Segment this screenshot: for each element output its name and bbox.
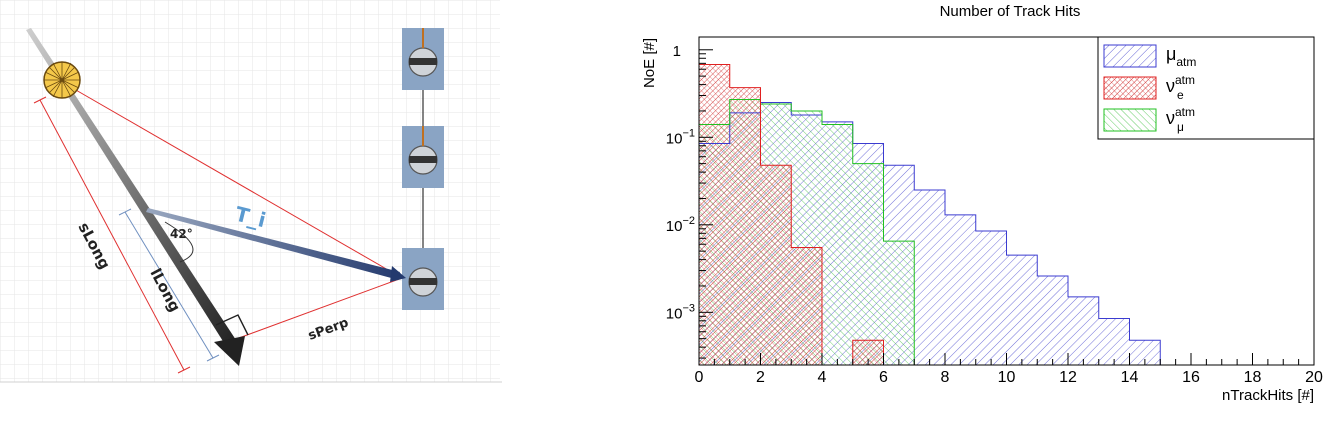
y-tick-label: 10−2 <box>666 215 695 235</box>
histogram-bar <box>822 124 853 366</box>
y-axis-label: NoE [#] <box>641 38 658 88</box>
histogram-bar <box>729 87 761 365</box>
light-path-line <box>61 81 403 279</box>
x-tick-label: 2 <box>756 369 765 386</box>
x-tick-label: 8 <box>941 369 950 386</box>
x-tick-label: 4 <box>818 369 827 386</box>
angle-arc <box>164 221 194 263</box>
angle-label: 42° <box>170 227 193 241</box>
x-axis-ticks: 0 2 4 6 8 10 12 14 16 18 20 <box>695 353 1323 386</box>
histogram-bar <box>852 163 884 365</box>
legend-swatch <box>1103 108 1157 132</box>
x-tick-label: 10 <box>998 369 1016 386</box>
x-axis-label: nTrackHits [#] <box>1222 387 1314 404</box>
right-angle-mark <box>215 314 249 336</box>
x-tick-label: 0 <box>695 369 704 386</box>
slong-bracket <box>39 99 185 371</box>
muon-track-arrow <box>26 28 236 346</box>
histogram-bar <box>914 189 945 365</box>
legend-swatch <box>1103 44 1157 68</box>
series-outline <box>698 101 1314 366</box>
x-tick-label: 12 <box>1059 369 1077 386</box>
x-tick-label: 6 <box>879 369 888 386</box>
x-tick-label: 20 <box>1305 369 1323 386</box>
histogram-bar <box>791 247 822 365</box>
y-tick-label: 1 <box>673 43 681 60</box>
y-tick-label: 10−3 <box>666 302 695 322</box>
optical-module-icon <box>402 248 444 310</box>
llong-bracket <box>124 211 214 359</box>
y-axis-ticks: 1 10−1 10−2 10−3 <box>666 43 713 359</box>
histogram-bar <box>883 241 915 365</box>
histogram-chart: Number of Track Hits NoE [#] nTrackHits … <box>641 3 1323 404</box>
y-tick-label: 10−1 <box>666 127 695 147</box>
histogram-bar <box>1006 255 1038 365</box>
histogram-bar <box>699 64 730 365</box>
x-tick-label: 14 <box>1121 369 1139 386</box>
arrow-head <box>214 336 245 366</box>
sun-icon <box>43 61 81 99</box>
histogram-bar <box>945 214 976 365</box>
x-tick-label: 16 <box>1182 369 1200 386</box>
histogram-bar <box>975 230 1007 365</box>
histogram-bar <box>760 165 792 365</box>
histogram-bar <box>1098 318 1130 365</box>
x-tick-label: 18 <box>1244 369 1262 386</box>
photon-arrow <box>146 208 400 279</box>
optical-module-icon <box>402 126 444 188</box>
chart-title: Number of Track Hits <box>940 3 1081 20</box>
track-geometry-diagram: sLong lLong sPerp 42° T_i <box>0 0 502 383</box>
histogram-bar <box>1068 296 1099 365</box>
optical-module-icon <box>402 28 444 90</box>
histogram-bar <box>1037 276 1068 365</box>
perpendicular-line <box>227 277 403 343</box>
legend-swatch <box>1103 76 1157 100</box>
histogram-bars <box>698 63 1314 366</box>
